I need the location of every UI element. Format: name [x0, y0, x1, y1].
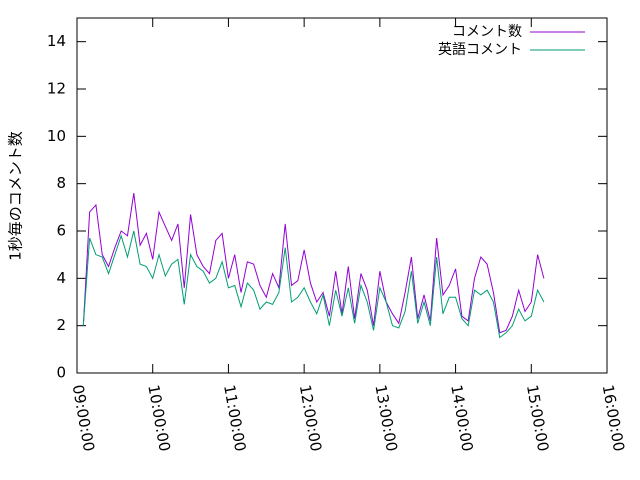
x-tick-label: 12:00:00	[296, 383, 325, 452]
y-tick-label: 14	[47, 32, 66, 50]
x-tick-label: 11:00:00	[220, 383, 249, 452]
x-tick-label: 14:00:00	[447, 383, 476, 452]
legend-label: 英語コメント	[438, 41, 522, 58]
x-tick-label: 10:00:00	[144, 383, 173, 452]
x-tick-label: 13:00:00	[371, 383, 400, 452]
x-tick-label: 16:00:00	[599, 383, 628, 452]
y-tick-label: 6	[56, 222, 66, 240]
series-line	[82, 230, 545, 339]
y-tick-label: 0	[56, 364, 66, 382]
x-tick-label: 09:00:00	[69, 383, 98, 452]
y-tick-label: 4	[56, 269, 66, 287]
x-tick-label: 15:00:00	[523, 383, 552, 452]
y-tick-label: 10	[47, 127, 66, 145]
legend-label: コメント数	[452, 24, 522, 40]
y-tick-label: 12	[47, 80, 66, 98]
plot-frame	[76, 17, 608, 374]
y-tick-label: 8	[56, 174, 66, 192]
y-axis-label: 1秒毎のコメント数	[7, 131, 25, 261]
series-line	[82, 193, 545, 334]
y-tick-label: 2	[56, 316, 66, 334]
